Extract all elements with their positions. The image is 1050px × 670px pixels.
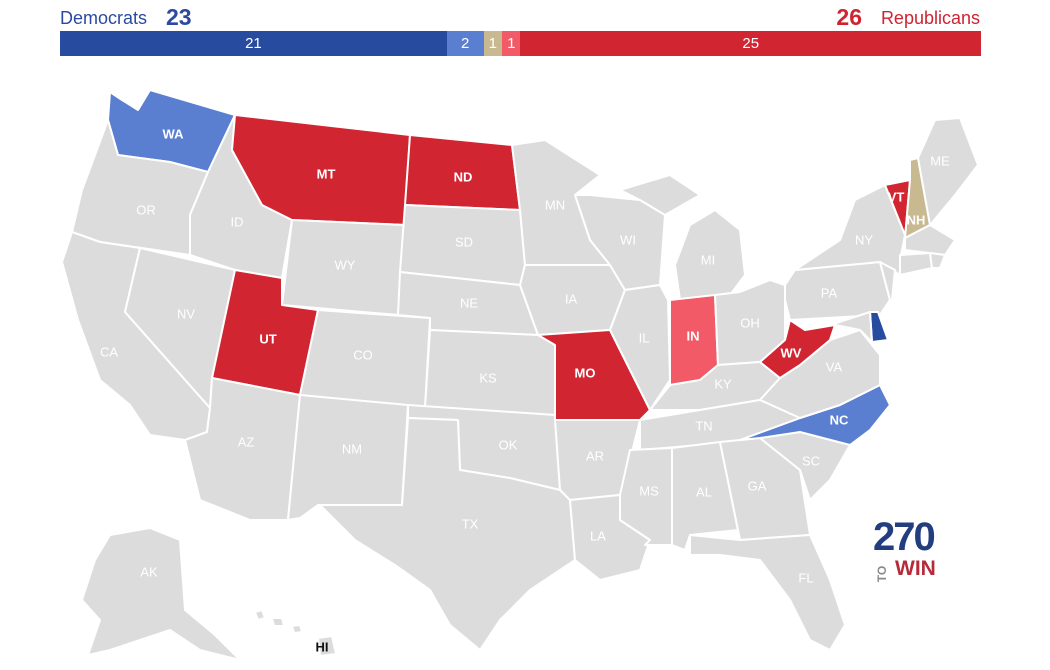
state-label-ak: AK [140, 564, 158, 579]
state-label-ia: IA [565, 291, 578, 306]
state-nj[interactable] [879, 261, 896, 316]
state-il[interactable] [609, 284, 671, 411]
logo-win: WIN [895, 557, 936, 580]
state-label-ga: GA [748, 478, 767, 493]
state-label-ny: NY [855, 232, 873, 247]
state-label-nc: NC [830, 412, 849, 427]
state-mi[interactable] [619, 174, 746, 301]
seat-count-header: Democrats 23 26 Republicans [60, 4, 980, 30]
logo-number: 270 [873, 515, 936, 559]
state-label-vt: VT [888, 189, 905, 204]
state-label-pa: PA [821, 285, 838, 300]
state-label-mo: MO [575, 365, 596, 380]
state-label-me: ME [930, 153, 950, 168]
bar-segment-2: 1 [483, 31, 503, 56]
state-tx[interactable] [319, 417, 576, 651]
state-label-tn: TN [695, 418, 712, 433]
state-label-ca: CA [100, 344, 118, 359]
state-label-nv: NV [177, 306, 195, 321]
state-label-or: OR [136, 202, 156, 217]
state-ct[interactable] [899, 252, 933, 276]
state-label-wy: WY [335, 257, 356, 272]
state-ma[interactable] [904, 224, 956, 256]
state-hi[interactable] [254, 609, 337, 657]
state-label-ks: KS [479, 370, 497, 385]
state-label-va: VA [826, 359, 843, 374]
state-label-sc: SC [802, 453, 820, 468]
state-fl[interactable] [689, 534, 846, 651]
state-label-az: AZ [238, 434, 255, 449]
republicans-label: Republicans [880, 8, 980, 28]
state-label-ok: OK [499, 437, 518, 452]
state-label-mi: MI [701, 252, 715, 267]
state-label-oh: OH [740, 315, 760, 330]
state-label-nm: NM [342, 441, 362, 456]
state-ri[interactable] [929, 252, 946, 269]
state-label-in: IN [687, 328, 700, 343]
state-label-ar: AR [586, 448, 604, 463]
state-label-wi: WI [620, 232, 636, 247]
state-label-ms: MS [639, 483, 659, 498]
state-label-nd: ND [454, 169, 473, 184]
state-label-wv: WV [781, 345, 802, 360]
state-label-il: IL [639, 330, 650, 345]
democrats-total: 23 [166, 4, 192, 30]
state-label-ne: NE [460, 295, 478, 310]
state-label-hi: HI [316, 639, 329, 654]
democrats-label: Democrats [60, 8, 148, 28]
balance-of-power-bar: 21 2 1 1 25 [60, 31, 981, 56]
state-label-mn: MN [545, 197, 565, 212]
270towin-logo: 270 TO WIN [873, 515, 943, 589]
bar-segment-4: 25 [520, 31, 981, 56]
state-labels: WA OR CA NV ID MT WY UT AZ CO NM ND SD N… [100, 126, 950, 654]
bar-segment-1: 2 [446, 31, 484, 56]
state-ak[interactable] [81, 527, 241, 661]
state-label-ky: KY [714, 376, 732, 391]
state-label-id: ID [231, 214, 244, 229]
state-nm[interactable] [287, 394, 409, 521]
state-label-mt: MT [317, 166, 336, 181]
state-label-ut: UT [259, 331, 276, 346]
republicans-total: 26 [836, 4, 862, 30]
state-label-co: CO [353, 347, 373, 362]
state-label-al: AL [696, 484, 712, 499]
logo-to: TO [875, 565, 889, 583]
state-label-nh: NH [907, 212, 926, 227]
state-me[interactable] [917, 117, 979, 226]
state-label-sd: SD [455, 234, 473, 249]
bar-segment-0: 21 [60, 31, 447, 56]
bar-segment-3: 1 [502, 31, 521, 56]
state-label-fl: FL [798, 570, 813, 585]
state-label-wa: WA [163, 126, 185, 141]
state-label-la: LA [590, 528, 606, 543]
state-md[interactable] [829, 311, 873, 343]
state-label-tx: TX [462, 516, 479, 531]
